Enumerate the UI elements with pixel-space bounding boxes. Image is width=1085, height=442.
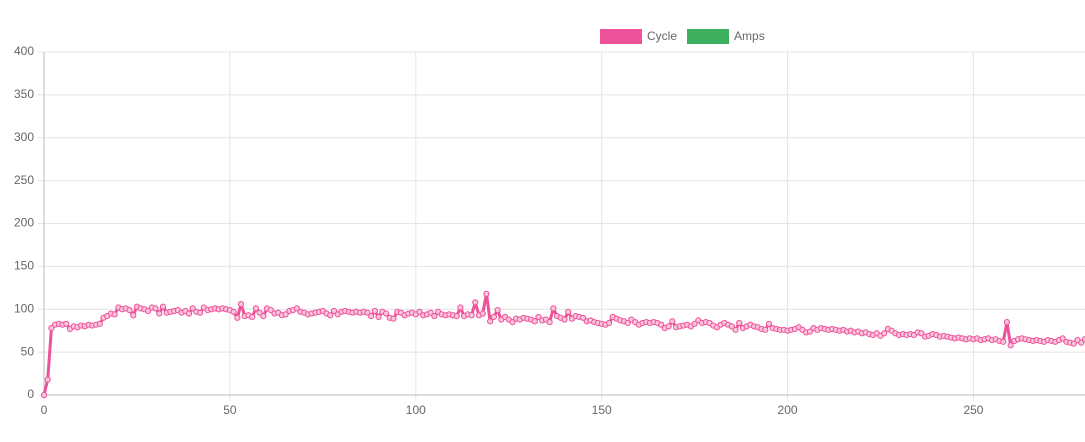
data-point [156,310,163,317]
data-point [806,328,813,335]
data-point [330,307,338,315]
data-point [665,323,672,330]
data-point [490,313,497,321]
data-point [546,319,553,326]
data-point [762,326,769,333]
data-point [371,307,378,315]
data-point [535,313,542,321]
data-point [606,319,613,327]
data-point [111,311,118,318]
legend-label[interactable]: Cycle [647,29,677,43]
data-point [189,305,196,312]
data-point [267,307,274,314]
data-point [145,307,152,315]
data-point [1000,338,1007,345]
data-point [48,325,55,332]
data-point [63,320,70,327]
data-point [579,314,587,321]
x-tick-label: 0 [41,403,48,417]
data-point [531,318,538,325]
data-point [765,320,773,327]
legend-swatch[interactable] [600,29,642,44]
data-point [468,312,475,319]
data-point [691,320,698,327]
data-point [732,326,739,333]
data-point [487,318,494,325]
data-point [390,315,397,322]
data-point [624,319,631,327]
y-tick-label: 50 [21,344,35,358]
data-point [550,305,557,312]
data-point [152,305,159,312]
data-point [509,319,516,326]
data-point [197,309,204,316]
data-point [293,305,300,312]
data-point [230,308,237,315]
y-tick-label: 200 [14,216,34,230]
data-point [368,313,375,320]
data-point [364,309,371,316]
data-point [1059,335,1066,342]
x-tick-label: 150 [592,403,612,417]
data-point [479,310,486,317]
data-point [375,313,382,321]
data-point [1070,340,1077,347]
y-tick-label: 250 [14,173,34,187]
data-point [416,308,423,315]
data-point [327,312,334,319]
data-point [431,313,438,320]
data-point [252,305,260,312]
data-point [249,313,256,321]
data-point [736,319,743,327]
data-point [427,309,434,316]
data-point [44,376,51,383]
data-point [282,311,289,318]
y-tick-label: 350 [14,87,34,101]
legend-swatch[interactable] [687,29,730,44]
data-point [494,307,501,314]
data-point [185,310,193,317]
data-point [561,316,568,323]
data-point [881,330,888,337]
data-point [728,323,735,330]
data-point [382,310,390,317]
x-tick-label: 200 [778,403,798,417]
data-point [96,320,103,327]
y-tick-label: 400 [14,44,34,58]
data-point [472,299,479,306]
y-tick-label: 150 [14,259,34,273]
data-point [669,318,676,325]
data-point [256,309,263,316]
y-tick-label: 100 [14,301,34,315]
data-point [658,321,665,328]
data-point [260,313,267,320]
data-point [483,290,490,297]
data-point [40,391,48,399]
data-point [1081,336,1085,343]
x-tick-label: 50 [223,403,237,417]
y-tick-label: 0 [27,387,34,401]
data-point [159,303,167,310]
y-tick-label: 300 [14,130,34,144]
data-point [918,330,925,337]
data-point [1007,342,1014,349]
data-point [565,308,572,315]
data-point [126,307,133,314]
data-point [1078,339,1085,346]
legend-label[interactable]: Amps [734,29,765,43]
data-point [237,301,245,308]
data-point [453,313,460,320]
data-point [234,314,241,321]
data-point [1003,319,1011,326]
data-point [457,304,464,311]
x-tick-label: 100 [406,403,426,417]
x-tick-label: 250 [963,403,983,417]
data-point [130,312,137,319]
